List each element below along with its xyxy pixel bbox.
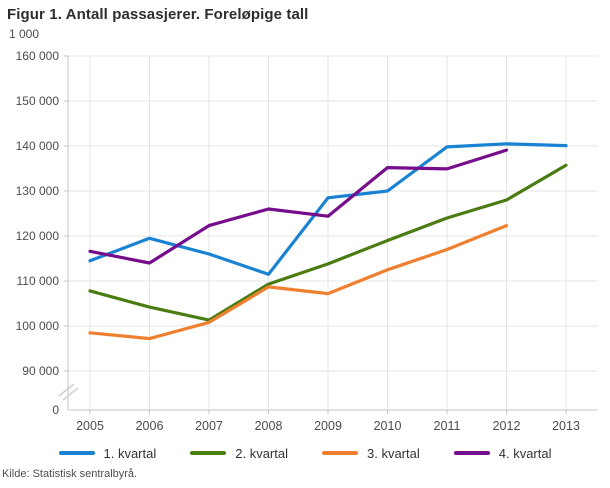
legend-label: 4. kvartal <box>498 445 552 461</box>
legend-item-1-kvartal: 1. kvartal <box>58 445 157 461</box>
legend-label: 1. kvartal <box>103 445 157 461</box>
y-axis-unit-label: 1 000 <box>9 27 40 41</box>
legend-item-3-kvartal: 3. kvartal <box>322 446 420 461</box>
legend-label: 2. kvartal <box>235 445 288 461</box>
y-tick-label: 120 000 <box>15 229 59 243</box>
legend-item-2-kvartal: 2. kvartal <box>190 446 288 461</box>
x-tick-label: 2010 <box>373 419 402 433</box>
y-tick-label-zero: 0 <box>52 403 59 417</box>
x-tick-label: 2005 <box>76 419 104 433</box>
axis-break-icon <box>62 387 79 401</box>
x-tick-label: 2007 <box>195 419 223 433</box>
source-note: Kilde: Statistisk sentralbyrå. <box>2 468 138 480</box>
y-tick-label: 100 000 <box>15 319 59 333</box>
y-tick-label: 140 000 <box>15 139 59 153</box>
y-tick-label: 130 000 <box>15 184 59 198</box>
series-line-3-kvartal <box>88 224 509 341</box>
y-tick-label: 110 000 <box>16 274 60 288</box>
legend-item-4-kvartal: 4. kvartal <box>453 445 552 461</box>
y-tick-label: 160 000 <box>15 49 59 63</box>
y-tick-label: 90 000 <box>22 364 59 378</box>
legend-swatch-icon <box>58 451 95 455</box>
x-tick-label: 2006 <box>135 419 164 433</box>
x-tick-label: 2008 <box>254 419 283 433</box>
legend-swatch-icon <box>190 451 227 455</box>
legend-label: 3. kvartal <box>367 445 420 461</box>
series-line-2-kvartal <box>88 163 568 322</box>
chart-legend: 1. kvartal 2. kvartal 3. kvartal 4. kvar… <box>0 442 610 464</box>
series-line-4-kvartal <box>88 148 509 265</box>
x-tick-label: 2012 <box>492 419 521 433</box>
x-tick-label: 2013 <box>552 419 580 433</box>
series-line-1-kvartal <box>88 142 568 276</box>
x-tick-label: 2011 <box>433 419 461 433</box>
y-tick-label: 150 000 <box>15 94 59 108</box>
chart-title: Figur 1. Antall passasjerer. Foreløpige … <box>7 6 309 23</box>
legend-swatch-icon <box>453 451 490 455</box>
axis-break-icon <box>58 383 75 397</box>
legend-swatch-icon <box>322 451 358 455</box>
x-tick-label: 2009 <box>314 419 342 433</box>
